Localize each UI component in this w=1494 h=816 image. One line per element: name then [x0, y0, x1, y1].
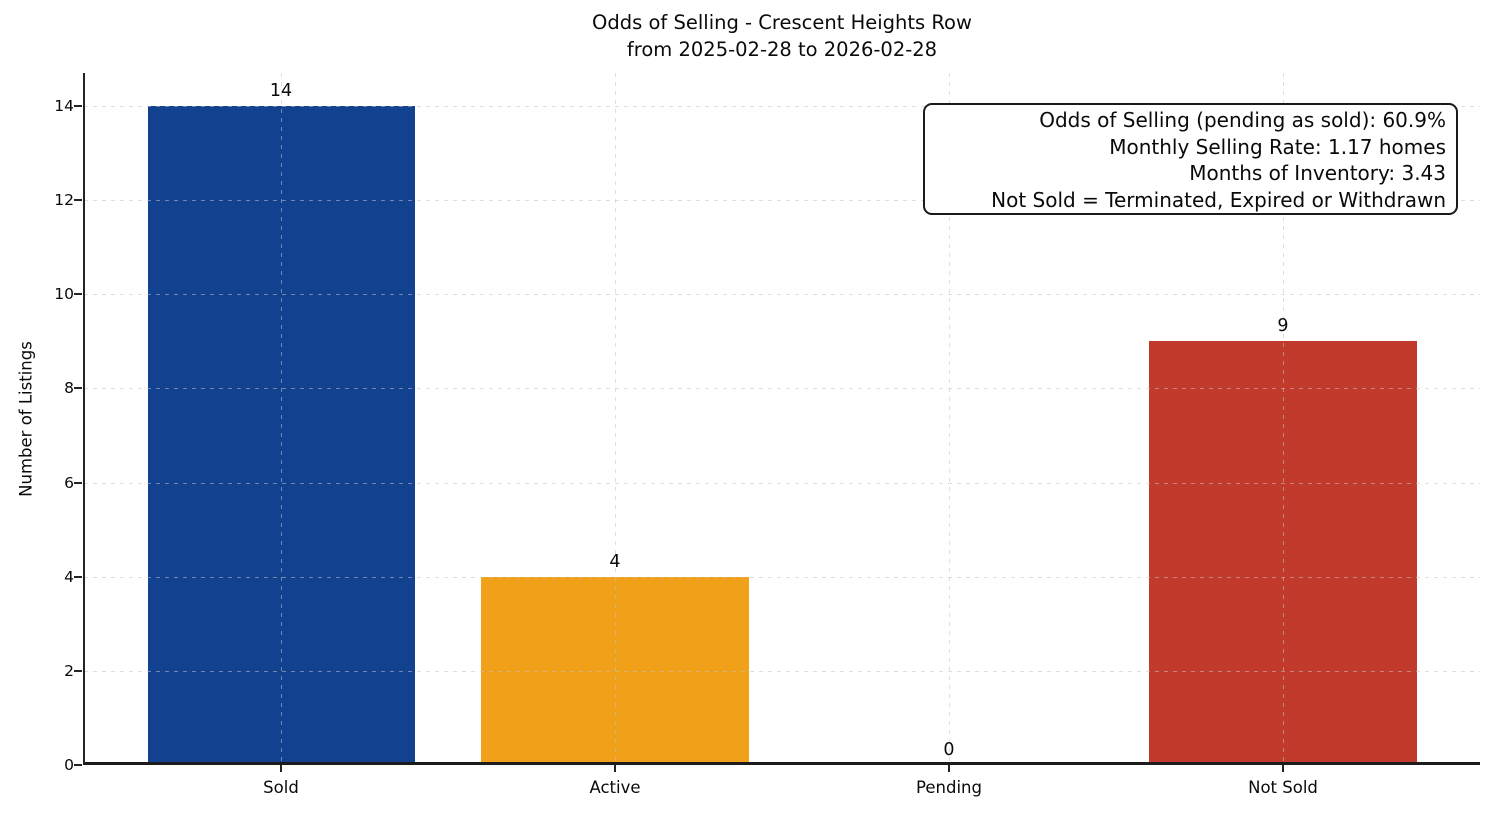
- x-tick-mark-active: [614, 765, 616, 772]
- y-tick-label-10: 10: [54, 285, 74, 304]
- y-tick-mark-2: [74, 669, 82, 672]
- y-tick-label-6: 6: [64, 473, 74, 492]
- y-tick-mark-8: [74, 387, 82, 390]
- x-gridline-pending: [949, 73, 950, 765]
- chart-title: Odds of Selling - Crescent Heights Row: [592, 11, 972, 34]
- value-label-pending: 0: [943, 740, 955, 760]
- y-tick-mark-12: [74, 199, 82, 202]
- annotation-monthly-selling-rate: Monthly Selling Rate: 1.17 homes: [1109, 134, 1446, 159]
- value-label-not-sold: 9: [1277, 316, 1289, 337]
- y-gridline-6: [84, 482, 1480, 484]
- x-tick-label-not-sold: Not Sold: [1248, 778, 1318, 797]
- x-gridline-active: [615, 73, 616, 765]
- y-tick-mark-0: [74, 764, 82, 766]
- chart-subtitle: from 2025-02-28 to 2026-02-28: [626, 38, 938, 61]
- annotation-odds-of-selling: Odds of Selling (pending as sold): 60.9%: [1039, 108, 1446, 132]
- y-gridline-12: [84, 200, 1480, 202]
- y-tick-mark-4: [74, 575, 82, 578]
- y-gridline-2: [84, 670, 1480, 672]
- annotation-not-sold-definition: Not Sold = Terminated, Expired or Withdr…: [991, 187, 1446, 212]
- y-tick-mark-14: [74, 105, 82, 107]
- y-tick-mark-10: [74, 293, 82, 296]
- y-tick-label-8: 8: [64, 379, 74, 398]
- y-tick-label-0: 0: [64, 756, 74, 774]
- x-gridline-not-sold: [1283, 73, 1284, 765]
- y-tick-mark-6: [74, 481, 82, 484]
- x-tick-label-sold: Sold: [263, 778, 299, 797]
- x-tick-label-pending: Pending: [916, 778, 982, 797]
- x-tick-mark-sold: [280, 765, 282, 772]
- y-tick-label-4: 4: [64, 567, 74, 586]
- bar-active: [481, 576, 749, 762]
- annotation-months-of-inventory: Months of Inventory: 3.43: [1189, 161, 1446, 185]
- bar-not-sold: [1149, 341, 1417, 762]
- value-label-sold: 14: [269, 81, 293, 101]
- y-gridline-8: [84, 388, 1480, 390]
- y-gridline-10: [84, 294, 1480, 296]
- x-gridline-sold: [281, 73, 282, 765]
- value-label-active: 4: [609, 551, 621, 572]
- x-tick-mark-pending: [948, 765, 950, 772]
- y-tick-label-12: 12: [54, 191, 74, 210]
- x-tick-mark-not-sold: [1282, 765, 1284, 772]
- y-gridline-14: [84, 106, 1480, 107]
- y-tick-label-14: 14: [54, 97, 74, 115]
- annotation-box: Odds of Selling (pending as sold): 60.9%…: [923, 103, 1458, 215]
- x-tick-label-active: Active: [589, 778, 641, 797]
- y-tick-label-2: 2: [64, 661, 74, 680]
- y-gridline-4: [84, 576, 1480, 578]
